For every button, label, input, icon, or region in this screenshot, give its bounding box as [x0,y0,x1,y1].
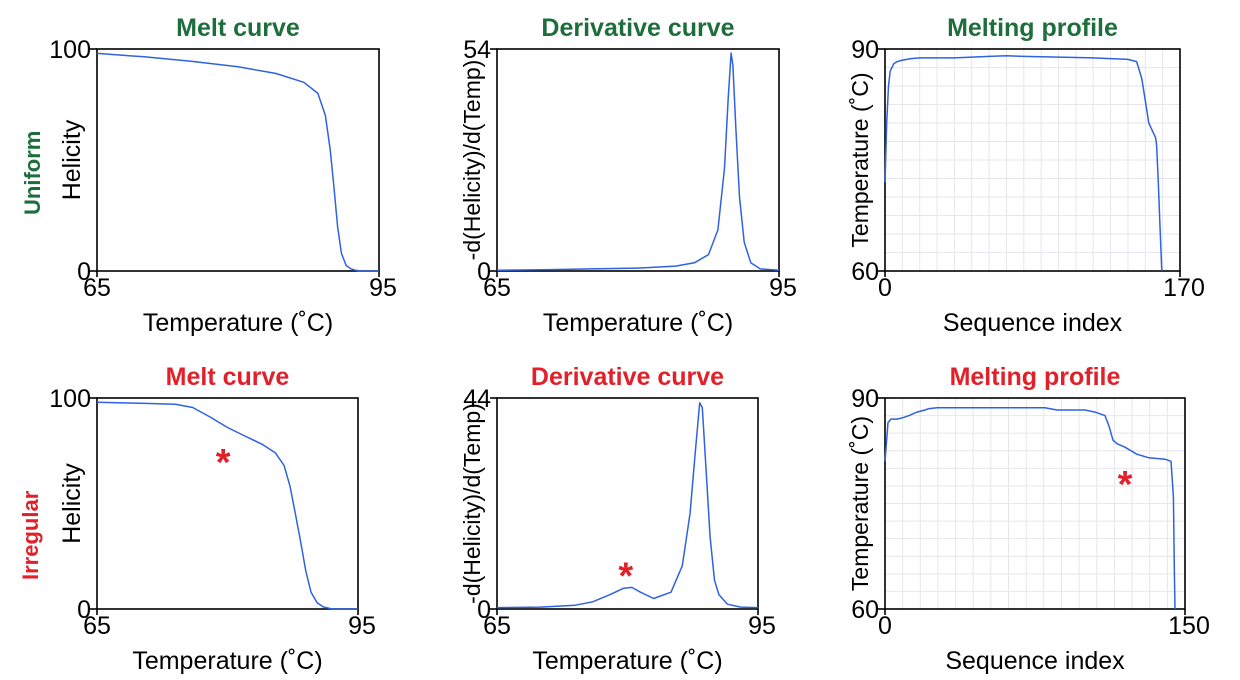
panel-1-series-line-1 [96,52,379,272]
panel-5-x-tick-label-min: 65 [483,612,511,640]
panel-6-annotation-asterisk-1: * [1118,464,1133,506]
panel-2-series-line-1 [496,52,780,271]
panel-1-plot-frame [96,48,380,272]
panel-3-y-tick-label-min: 60 [851,258,879,286]
panel-6-y-tick-label-min: 60 [851,596,879,624]
panel-5-annotation-asterisk-1: * [618,556,633,598]
panel-4-annotation-asterisk-1: * [216,442,231,484]
panel-5-y-tick-label-max: 44 [463,385,491,413]
panel-5-title: Derivative curve [531,363,724,391]
panel-5-y-axis-label: -d(Helicity)/d(Temp) [459,403,485,604]
panel-2-y-tick-label-max: 54 [463,36,491,64]
panel-1-title: Melt curve [176,14,300,42]
panel-6-series-line-1 [884,407,1176,610]
panel-4-y-axis-label: Helicity [58,463,86,544]
panel-6-x-axis-label: Sequence index [945,647,1125,675]
panel-4-series-line-1 [96,401,358,610]
panel-6-title: Melting profile [950,363,1121,391]
panel-3-y-axis-label: Temperature (˚C) [847,72,873,247]
panel-3-title: Melting profile [947,14,1118,42]
panel-1-x-tick-label-max: 95 [369,274,397,302]
panel-2-plot-frame [496,48,780,272]
panel-4-title: Melt curve [166,363,290,391]
panel-3-x-axis-label: Sequence index [943,309,1123,337]
panel-6-y-axis-label: Temperature (˚C) [847,416,873,591]
panel-4-x-axis-label: Temperature (˚C) [132,647,322,675]
panel-2-x-tick-label-min: 65 [483,274,511,302]
panel-5-y-tick-label-min: 0 [477,596,491,624]
panel-4-x-tick-label-min: 65 [83,612,111,640]
panel-5-x-axis-label: Temperature (˚C) [532,647,722,675]
panel-4-y-tick-label-max: 100 [49,385,91,413]
panel-3-y-tick-label-max: 90 [851,36,879,64]
panel-6-x-tick-label-min: 0 [878,612,892,640]
panel-1-x-tick-label-min: 65 [83,274,111,302]
panel-6-x-tick-label-max: 150 [1168,612,1210,640]
panel-3-x-tick-label-min: 0 [878,274,892,302]
panel-2-y-tick-label-min: 0 [477,258,491,286]
panel-4-x-tick-label-max: 95 [348,612,376,640]
panel-1-y-axis-label: Helicity [58,119,86,200]
panel-2-y-axis-label: -d(Helicity)/d(Temp) [459,60,485,261]
panel-5-plot-frame [496,397,759,610]
panel-4-y-tick-label-min: 0 [77,596,91,624]
panel-5-series-line-1 [496,402,759,609]
panel-1-y-tick-label-min: 0 [77,258,91,286]
panel-3-x-tick-label-max: 170 [1163,274,1205,302]
panel-5-x-tick-label-max: 95 [748,612,776,640]
panel-2-title: Derivative curve [541,14,734,42]
panel-6-plot-frame [884,397,1186,610]
panel-4-plot-frame [96,397,359,610]
panel-1-x-axis-label: Temperature (˚C) [143,309,333,337]
panel-2-x-axis-label: Temperature (˚C) [543,309,733,337]
panel-3-series-line-1 [884,54,1163,272]
panel-2-x-tick-label-max: 95 [769,274,797,302]
panel-1-y-tick-label-max: 100 [49,36,91,64]
panel-6-y-tick-label-max: 90 [851,385,879,413]
